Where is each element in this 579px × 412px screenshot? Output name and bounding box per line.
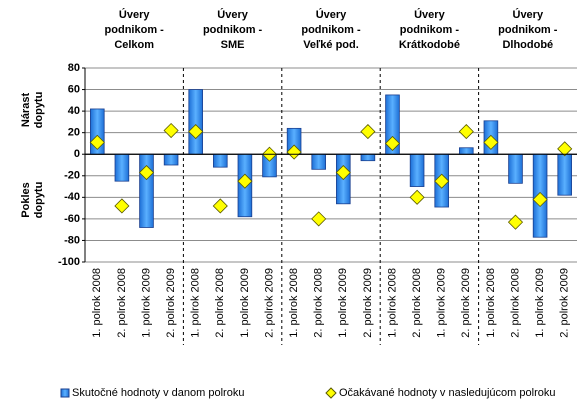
bar: [114, 153, 130, 182]
marker: [114, 198, 130, 214]
x-tick-label: 1. polrok 2008: [288, 268, 300, 338]
x-tick-label: 2. polrok 2009: [263, 268, 275, 338]
marker: [89, 134, 105, 150]
x-tick-label: 1. polrok 2008: [485, 268, 497, 338]
marker: [237, 173, 253, 189]
legend-swatch: [325, 387, 337, 399]
marker: [384, 135, 401, 152]
marker: [507, 214, 524, 230]
group-title: podnikom -: [498, 24, 558, 36]
x-tick-label: 1. polrok 2008: [190, 268, 202, 338]
y-tick-label: -80: [64, 234, 80, 246]
group-title: Dlhodobé: [502, 39, 553, 51]
legend-label: Očakávané hodnoty v nasledujúcom polroku: [339, 387, 555, 399]
x-tick-label: 1. polrok 2009: [534, 268, 546, 338]
group-title: podnikom -: [400, 24, 460, 36]
bar: [360, 153, 376, 162]
x-tick-label: 2. polrok 2008: [214, 268, 226, 338]
group-title: podnikom -: [203, 24, 263, 36]
bar: [311, 153, 326, 170]
x-tick-label: 1. polrok 2009: [436, 268, 448, 338]
marker: [458, 124, 474, 140]
y-tick-label: 60: [68, 83, 80, 95]
y-tick-label: 80: [68, 62, 80, 74]
bar: [409, 153, 425, 187]
y-tick-label: -40: [64, 191, 80, 203]
y-tick-label: -100: [58, 256, 80, 268]
group-title: Úvery: [414, 8, 445, 21]
bar: [508, 153, 523, 184]
group-title: Veľké pod.: [303, 39, 359, 51]
marker: [483, 134, 499, 150]
x-tick-label: 1. polrok 2009: [337, 268, 349, 338]
y-tick-label: 0: [74, 148, 80, 160]
x-tick-label: 2. polrok 2008: [116, 268, 128, 338]
marker: [360, 124, 376, 140]
group-title: Úvery: [513, 8, 544, 21]
marker: [286, 144, 302, 160]
group-title: Úvery: [316, 8, 347, 21]
bar: [188, 89, 203, 155]
y-tick-label: -60: [64, 213, 80, 225]
group-title: Krátkodobé: [399, 39, 460, 51]
x-tick-label: 2. polrok 2009: [559, 268, 571, 338]
group-title: Celkom: [114, 39, 154, 51]
marker: [532, 191, 548, 208]
marker: [409, 189, 425, 205]
bar: [557, 153, 572, 196]
x-tick-label: 1. polrok 2009: [239, 268, 251, 338]
group-title: SME: [221, 39, 245, 51]
y-axis-label: Pokles: [20, 182, 32, 217]
y-tick-label: 40: [68, 105, 80, 117]
x-tick-label: 2. polrok 2008: [509, 268, 521, 338]
marker: [138, 164, 155, 181]
marker: [434, 173, 450, 189]
marker: [188, 124, 204, 140]
group-title: Úvery: [217, 8, 248, 21]
x-tick-label: 2. polrok 2009: [165, 268, 177, 338]
legend-label: Skutočné hodnoty v danom polroku: [72, 387, 244, 399]
legend-swatch: [60, 388, 70, 398]
x-tick-label: 1. polrok 2008: [91, 268, 103, 338]
y-tick-label: -20: [64, 170, 80, 182]
marker: [311, 211, 327, 227]
x-tick-label: 1. polrok 2008: [386, 268, 398, 338]
y-tick-label: 20: [68, 127, 80, 139]
bar: [213, 153, 228, 168]
group-title: podnikom -: [105, 24, 165, 36]
bar: [459, 147, 474, 155]
x-tick-label: 2. polrok 2008: [313, 268, 325, 338]
y-axis-label: dopytu: [33, 92, 45, 129]
marker: [212, 198, 228, 214]
marker: [163, 122, 179, 139]
x-tick-label: 2. polrok 2008: [411, 268, 423, 338]
marker: [557, 141, 573, 157]
group-title: Úvery: [119, 8, 150, 21]
bar: [163, 153, 179, 166]
group-title: podnikom -: [301, 24, 361, 36]
y-axis-label: dopytu: [33, 182, 45, 219]
x-tick-label: 2. polrok 2009: [460, 268, 472, 338]
x-tick-label: 2. polrok 2009: [362, 268, 374, 338]
x-tick-label: 1. polrok 2009: [140, 268, 152, 338]
y-axis-label: Nárast: [20, 93, 32, 128]
marker: [335, 164, 351, 181]
